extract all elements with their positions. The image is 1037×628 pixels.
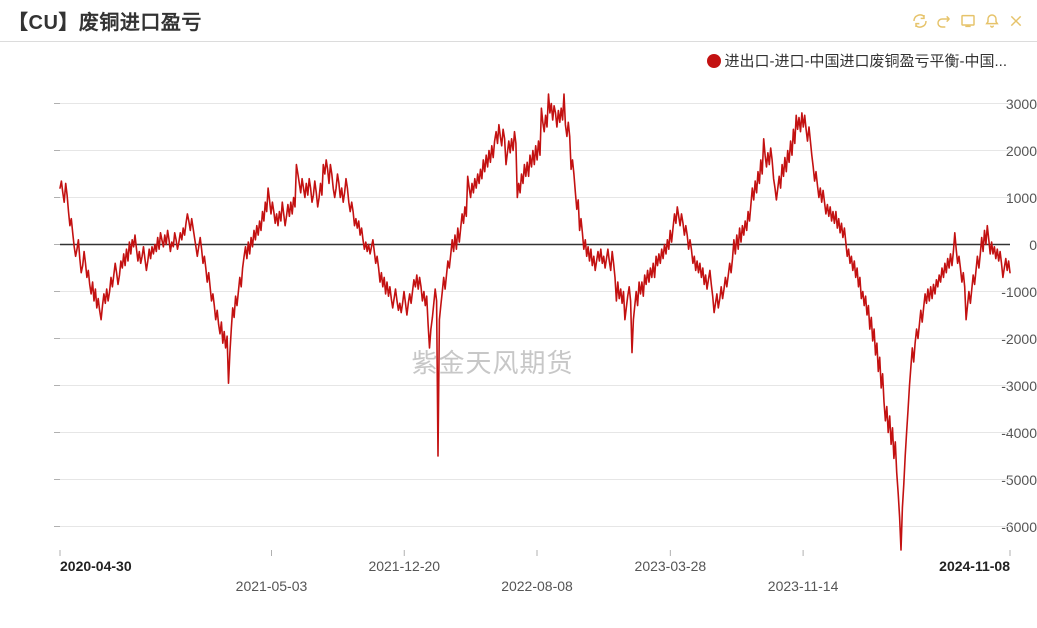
chart-container: 【CU】废铜进口盈亏 进出口-进口-中国进口废铜盈亏平衡-中国... 30002…	[0, 0, 1037, 628]
chart-plot	[0, 0, 1037, 628]
